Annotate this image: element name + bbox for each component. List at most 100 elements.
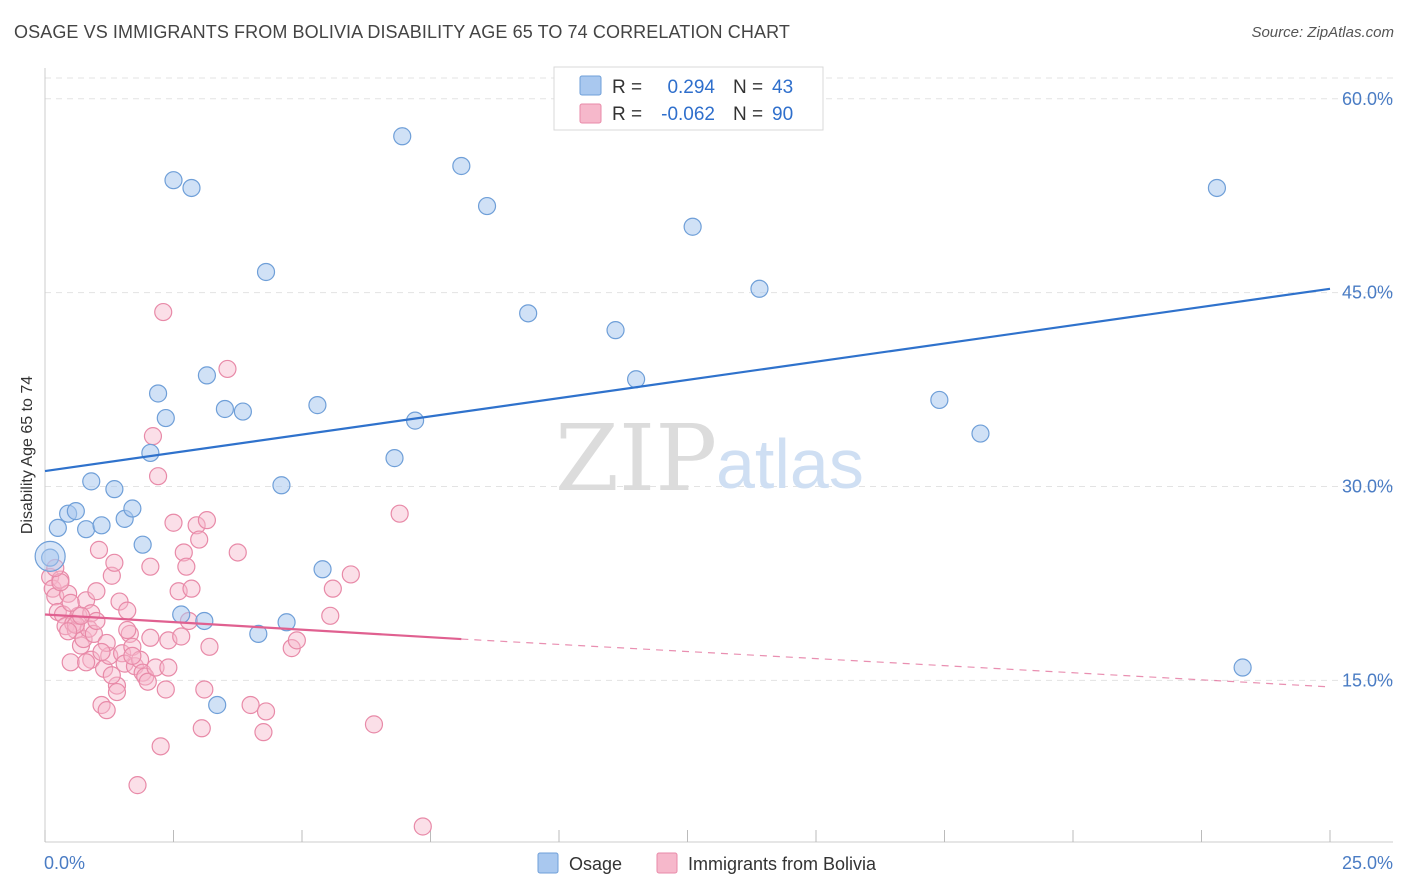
- osage-point: [105, 480, 124, 499]
- osage-point: [197, 366, 217, 385]
- bolivia-point: [195, 680, 214, 699]
- trend-lines: [44, 287, 1331, 688]
- osage-point: [1207, 178, 1227, 198]
- osage-point: [519, 304, 538, 323]
- bolivia-point: [200, 637, 219, 656]
- osage-point: [606, 321, 625, 340]
- bolivia-point: [256, 702, 276, 721]
- bolivia-point: [97, 701, 116, 720]
- bolivia-point: [228, 543, 247, 562]
- bolivia-point: [89, 540, 109, 559]
- osage-point-large: [34, 540, 66, 572]
- bolivia-point: [77, 653, 96, 672]
- bolivia-point: [164, 513, 183, 532]
- legend: R = 0.294 N = 43 R = -0.062 N = 90: [553, 66, 824, 131]
- osage-point: [92, 516, 111, 535]
- bolivia-point: [141, 557, 160, 576]
- osage-point: [1233, 658, 1252, 677]
- bolivia-point: [187, 516, 206, 535]
- legend-swatch-osage: [579, 75, 602, 96]
- watermark-atlas: atlas: [716, 425, 864, 503]
- legend-r-value: 0.294: [667, 77, 715, 98]
- tick-labels: 15.0% 30.0% 45.0% 60.0% 0.0% 25.0%: [44, 89, 1393, 873]
- bolivia-point: [390, 504, 409, 523]
- osage-point: [750, 279, 769, 298]
- osage-point: [477, 196, 497, 216]
- osage-point: [256, 262, 276, 282]
- osage-point: [133, 535, 152, 554]
- osage-point: [48, 518, 67, 538]
- bolivia-point: [151, 737, 170, 756]
- legend-n-value: 90: [772, 104, 793, 125]
- bottom-legend-swatch-osage: [537, 852, 559, 874]
- bolivia-point: [182, 579, 201, 598]
- legend-r-label: R =: [612, 104, 642, 125]
- bolivia-point: [197, 511, 217, 530]
- legend-n-value: 43: [772, 77, 793, 98]
- osage-point: [66, 502, 85, 521]
- bolivia-point: [59, 622, 78, 641]
- osage-point: [272, 476, 291, 495]
- legend-swatch-bolivia: [579, 103, 602, 124]
- bolivia-point: [41, 567, 60, 587]
- legend-r-value: -0.062: [661, 104, 715, 125]
- osage-point: [683, 217, 702, 236]
- bolivia-point: [138, 672, 157, 691]
- osage-point: [313, 560, 332, 579]
- osage-point: [626, 370, 646, 389]
- bottom-legend: Osage Immigrants from Bolivia: [537, 852, 877, 874]
- bolivia-point: [107, 676, 127, 695]
- bolivia-point: [102, 666, 121, 685]
- osage-point: [385, 449, 404, 468]
- bolivia-point: [148, 467, 168, 486]
- legend-n-label: N =: [733, 104, 763, 125]
- grid-lines: [45, 77, 1393, 681]
- bolivia-point: [159, 658, 178, 677]
- bottom-legend-swatch-bolivia: [656, 852, 678, 874]
- osage-point: [405, 411, 425, 430]
- bolivia-point: [105, 553, 124, 572]
- x-tick-label: 0.0%: [44, 853, 85, 873]
- osage-point: [82, 472, 101, 491]
- bolivia-point: [107, 682, 127, 702]
- osage-point: [182, 178, 201, 198]
- osage-point: [141, 443, 160, 463]
- bolivia-point: [190, 530, 209, 549]
- y-tick-label: 60.0%: [1342, 89, 1393, 109]
- osage-point: [172, 605, 191, 624]
- y-axis-label: Disability Age 65 to 74: [19, 376, 36, 534]
- osage-point: [249, 624, 268, 643]
- bolivia-point: [97, 633, 116, 653]
- bolivia-point: [61, 653, 80, 672]
- osage-point: [208, 695, 227, 715]
- bolivia-point: [143, 427, 163, 446]
- series-osage-points: [34, 127, 1252, 715]
- series-bolivia-points: [41, 302, 432, 836]
- legend-n-label: N =: [733, 77, 763, 98]
- bolivia-point: [156, 680, 175, 699]
- osage-point: [156, 408, 175, 428]
- bolivia-point: [123, 646, 142, 665]
- osage-point: [930, 390, 949, 410]
- bolivia-point: [92, 642, 111, 662]
- bolivia-point: [321, 606, 340, 625]
- bolivia-point: [241, 695, 260, 715]
- bolivia-point: [177, 557, 196, 576]
- bolivia-point: [254, 723, 273, 742]
- osage-point: [41, 548, 60, 567]
- bolivia-point: [141, 628, 160, 647]
- bolivia-point: [192, 719, 211, 738]
- bolivia-point: [174, 543, 193, 562]
- bolivia-point: [87, 611, 106, 631]
- bolivia-point: [136, 667, 155, 686]
- osage-point: [233, 402, 252, 421]
- bolivia-point: [146, 658, 165, 677]
- bolivia-trend-line: [44, 613, 462, 641]
- bolivia-point: [87, 582, 106, 601]
- osage-point: [123, 499, 142, 518]
- legend-r-label: R =: [612, 77, 642, 98]
- watermark-zip: ZIP: [555, 405, 717, 512]
- y-tick-label: 15.0%: [1342, 670, 1393, 690]
- osage-point: [195, 611, 214, 631]
